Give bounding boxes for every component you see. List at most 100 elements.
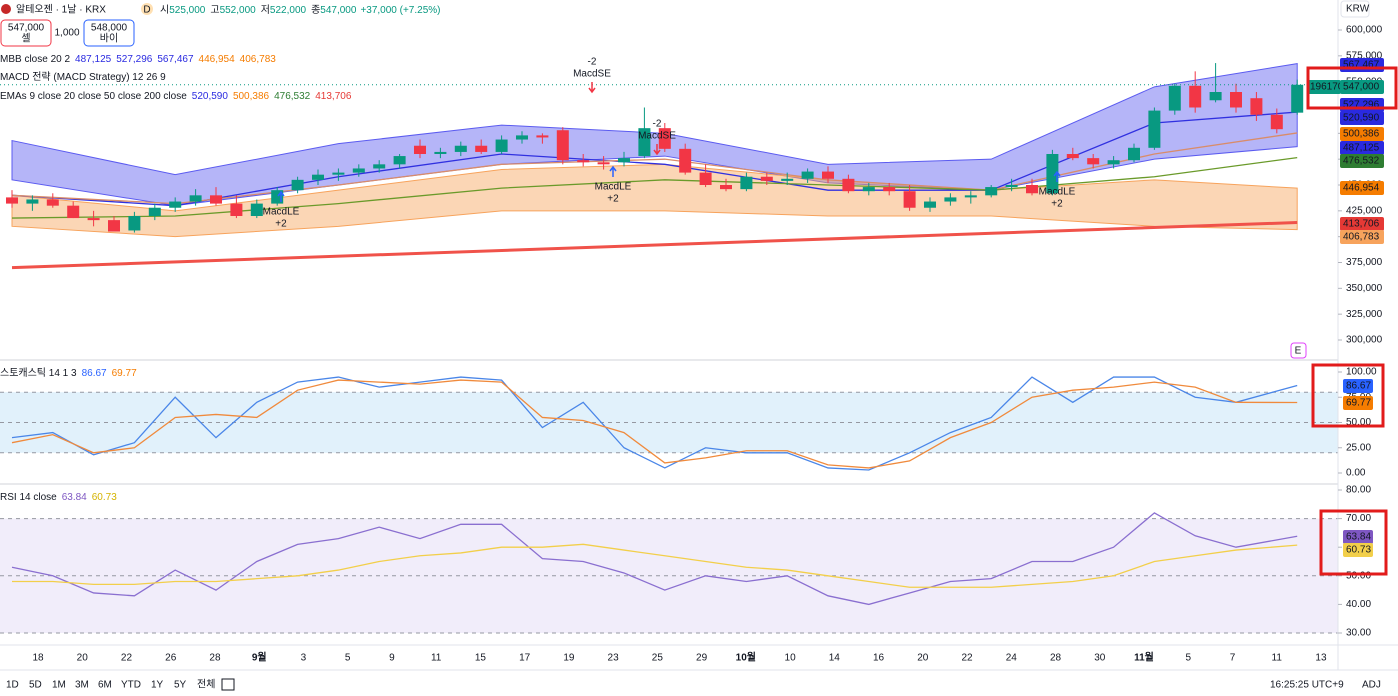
x-tick-label: 11월 (1134, 652, 1154, 664)
indicator-legend: 스토캐스틱 14 1 3 86.67 69.77 (0, 367, 137, 379)
y-tick-label: 575,000 (1346, 50, 1383, 61)
price-badge-label: 446,954 (1343, 183, 1380, 194)
sell-button[interactable] (0, 19, 52, 47)
candle-body (577, 160, 590, 163)
candle-body (597, 162, 610, 165)
candle-body (128, 216, 141, 231)
range-button[interactable]: 3M (75, 680, 89, 691)
clock: 16:25:25 UTC+9 (1270, 680, 1344, 691)
candle-body (454, 145, 467, 152)
range-button[interactable]: 6M (98, 680, 112, 691)
ohlc-value: 552,000 (220, 5, 257, 16)
y-tick-label: 40.00 (1346, 599, 1371, 610)
price-badge-label: 567,467 (1343, 60, 1380, 71)
range-button[interactable]: 5Y (174, 680, 187, 691)
price-badge-label: 60.73 (1346, 545, 1371, 556)
legend-value: 476,532 (274, 91, 311, 102)
indicator-line (11, 376, 1298, 471)
price-badge (1340, 217, 1384, 231)
y-tick-label: 50.00 (1346, 570, 1371, 581)
legend-value: 406,783 (240, 54, 277, 65)
range-button[interactable]: 1D (6, 680, 19, 691)
candle-body (699, 172, 712, 185)
ohlc-values: 시525,000 고552,000 저522,000 종547,000 +37,000 … (160, 4, 441, 16)
price-badge-label: 520,590 (1343, 113, 1380, 124)
candle-body (679, 148, 692, 173)
sell-label: 셀 (21, 33, 30, 45)
candle-body (1250, 98, 1263, 115)
candle-body (1230, 92, 1242, 108)
candle-body (781, 178, 794, 181)
y-tick-label: 50.00 (1346, 417, 1371, 428)
price-badge-label: 547,000 (1343, 82, 1380, 93)
candle-body (495, 139, 508, 152)
price-badge (1340, 230, 1384, 244)
y-tick-label: 100.00 (1346, 367, 1377, 378)
ohlc-label: 저 (261, 4, 270, 16)
legend-label: MACD 전략 (MACD Strategy) 12 26 9 (0, 71, 166, 83)
x-tick-label: 18 (32, 653, 44, 664)
calendar-icon[interactable] (221, 678, 235, 691)
price-badge-label: 413,706 (1343, 219, 1380, 230)
band-area (11, 163, 1298, 238)
symbol-logo (1, 4, 11, 14)
legend-value: 500,386 (233, 91, 270, 102)
range-button[interactable]: 1Y (151, 680, 164, 691)
annotation-arrow (609, 165, 617, 177)
price-badge-label: 86.67 (1346, 381, 1371, 392)
earnings-box (1290, 342, 1307, 359)
candle-body (638, 128, 651, 157)
annotation-label: MacdLE (595, 182, 632, 193)
annotation-label: +2 (275, 219, 287, 230)
legend-label: MBB close 20 2 (0, 54, 70, 65)
buy-button[interactable] (83, 19, 135, 47)
range-button[interactable]: 5D (29, 680, 42, 691)
x-tick-label: 26 (165, 653, 177, 664)
candle-body (720, 185, 732, 190)
price-badge (1343, 530, 1373, 544)
x-tick-label: 7 (1230, 653, 1236, 664)
flag-dot (141, 3, 153, 15)
price-badge-label: 63.84 (1346, 532, 1371, 543)
annotation-label: +2 (607, 194, 619, 205)
earnings: E (1295, 346, 1302, 357)
x-tick-label: 13 (1315, 653, 1327, 664)
price-badge (1343, 543, 1373, 557)
legend-label: RSI 14 close (0, 492, 57, 503)
range-button[interactable]: 1M (52, 680, 66, 691)
candle-body (1168, 85, 1181, 111)
candle-body (1270, 114, 1283, 130)
candle-body (189, 195, 202, 202)
quantity: 1,000 (54, 28, 79, 39)
indicator-line (11, 221, 1298, 270)
annotation-label: MacdSE (573, 69, 611, 80)
candle-body (1026, 185, 1038, 194)
candle-body (414, 145, 426, 154)
y-tick-label: 25.00 (1346, 442, 1371, 453)
candle-body (1005, 185, 1018, 188)
range-button[interactable]: YTD (121, 680, 141, 691)
price-badge (1340, 111, 1384, 125)
ohlc-value: 525,000 (169, 5, 206, 16)
range-button[interactable]: 전체 (197, 679, 215, 691)
symbol: 알테오젠 · 1날 · KRX (16, 4, 106, 16)
y-tick-label: 300,000 (1346, 335, 1383, 346)
adj[interactable]: ADJ (1362, 680, 1381, 691)
price-badge (1340, 127, 1384, 141)
candle-body (434, 151, 447, 154)
price-badge (1343, 379, 1373, 393)
annotation-arrow (588, 82, 596, 94)
candle-body (536, 135, 549, 138)
candle-body (801, 171, 814, 179)
candle-body (842, 178, 855, 192)
indicator-line (11, 512, 1298, 606)
candle-body (556, 130, 569, 161)
candle-body (1087, 158, 1100, 165)
indicator-legend: RSI 14 close 63.84 60.73 (0, 492, 117, 503)
y-tick-label: 80.00 (1346, 485, 1371, 496)
candle-body (1046, 154, 1059, 194)
candle-body (883, 187, 896, 192)
highlight-box (1311, 363, 1385, 428)
x-tick-label: 11 (431, 653, 442, 664)
